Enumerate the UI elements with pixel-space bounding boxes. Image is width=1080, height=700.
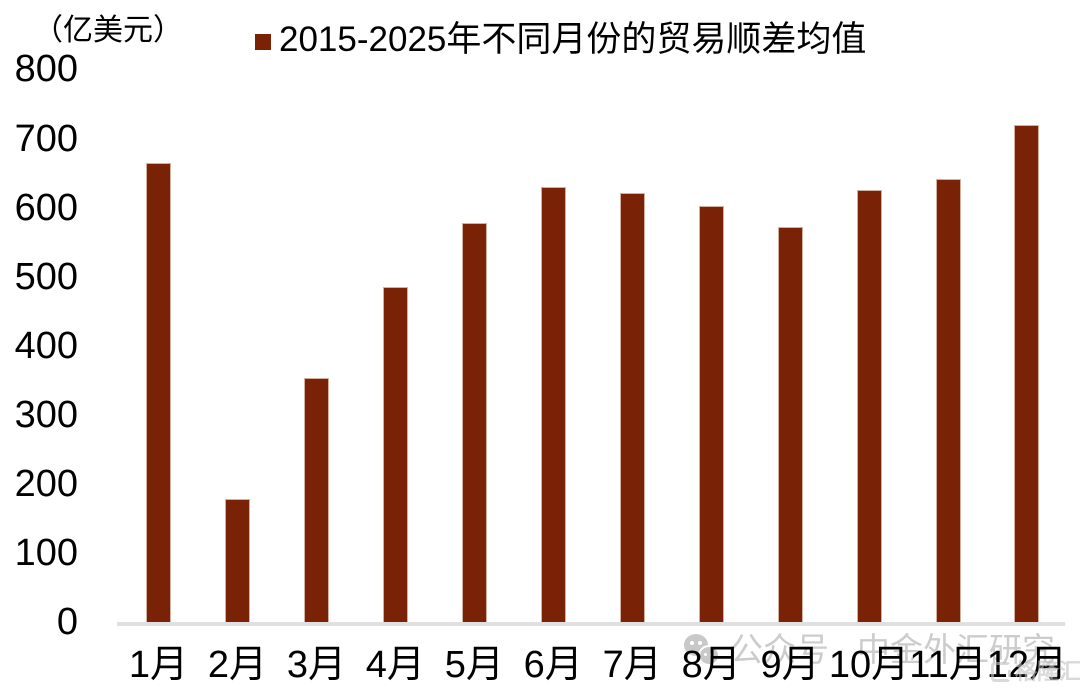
bar-3月 <box>303 378 329 623</box>
bar-1月 <box>146 163 171 623</box>
y-tick-label-400: 400 <box>14 324 78 367</box>
gelonghui-watermark-label: 格隆汇 <box>1015 659 1080 684</box>
wechat-watermark-account: 中金外汇研究 <box>857 631 1055 668</box>
x-tick-label-7月: 7月 <box>602 644 662 686</box>
chart-legend: 2015-2025年不同月份的贸易顺差均值 <box>255 18 866 62</box>
wechat-icon <box>684 634 720 666</box>
y-tick-label-200: 200 <box>14 463 78 506</box>
x-tick-label-5月: 5月 <box>444 644 504 686</box>
gelonghui-logo-icon <box>991 662 1011 682</box>
legend-label: 2015-2025年不同月份的贸易顺差均值 <box>279 20 867 59</box>
x-axis-line <box>117 622 1065 626</box>
bar-4月 <box>382 287 408 623</box>
bar-5月 <box>461 222 487 623</box>
x-tick-label-10月: 10月 <box>828 644 910 686</box>
y-tick-label-100: 100 <box>14 532 78 575</box>
y-tick-label-700: 700 <box>14 117 78 160</box>
gelonghui-watermark: 格隆汇 <box>991 659 1080 685</box>
bar-2月 <box>224 499 250 623</box>
x-tick-label-4月: 4月 <box>365 644 425 686</box>
x-tick-label-3月: 3月 <box>286 644 346 686</box>
x-tick-label-8月: 8月 <box>681 644 741 686</box>
x-tick-label-9月: 9月 <box>760 644 820 686</box>
bar-9月 <box>777 227 803 623</box>
bar-8月 <box>698 206 724 623</box>
y-tick-label-600: 600 <box>14 186 78 229</box>
x-tick-label-11月: 11月 <box>909 644 987 686</box>
x-tick-label-2月: 2月 <box>207 644 267 686</box>
y-axis-units-label: （亿美元） <box>33 14 183 47</box>
y-tick-label-500: 500 <box>14 255 78 298</box>
bar-7月 <box>619 193 645 623</box>
plot-area <box>117 60 1065 626</box>
wechat-watermark-prefix: 公众号 <box>730 631 829 668</box>
y-tick-label-800: 800 <box>14 48 78 91</box>
legend-swatch-icon <box>255 34 271 50</box>
x-tick-label-1月: 1月 <box>128 644 189 686</box>
bar-10月 <box>856 190 882 623</box>
wechat-watermark: 公众号 中金外汇研究 <box>684 630 1055 670</box>
bar-11月 <box>935 179 961 623</box>
x-tick-label-6月: 6月 <box>523 644 583 686</box>
y-tick-label-0: 0 <box>56 601 78 644</box>
bar-6月 <box>540 186 566 623</box>
y-tick-label-300: 300 <box>14 394 78 437</box>
bar-12月 <box>1014 125 1040 623</box>
